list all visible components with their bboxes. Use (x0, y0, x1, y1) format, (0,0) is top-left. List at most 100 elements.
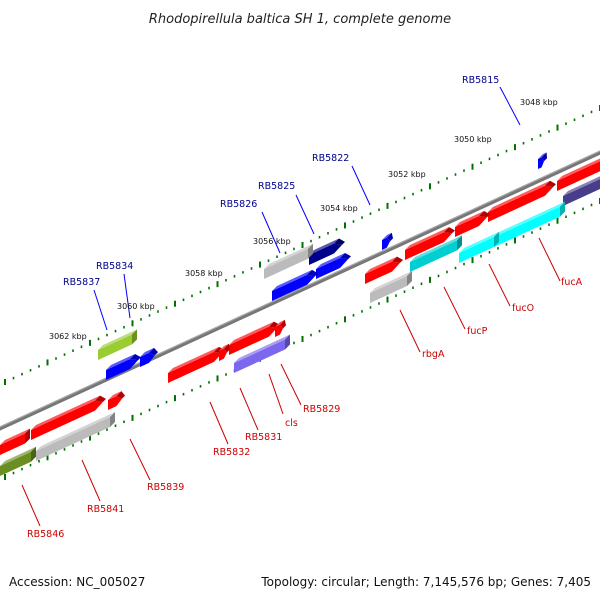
gene-arrow-top (272, 269, 312, 291)
gene-arrow-side (95, 395, 106, 402)
gene-arrow (140, 347, 158, 367)
gene-arrow-side (334, 238, 345, 245)
gene-arrow-side (285, 334, 290, 350)
ruler-labels: 3048 kbp 3050 kbp 3052 kbp 3054 kbp 3056… (49, 98, 558, 341)
gene-arrow (410, 235, 462, 272)
gene-arrow-side (31, 446, 36, 462)
gene-arrow-side (307, 269, 318, 277)
leader-line (209, 401, 229, 445)
gene-arrow-face (405, 232, 452, 260)
ruler-label: 3058 kbp (185, 269, 223, 278)
gene-arrow (563, 176, 600, 206)
leader-line (280, 363, 302, 406)
gene-arrow-top (309, 238, 339, 255)
gene-arrow-face (459, 236, 494, 263)
gene-arrow-face (0, 433, 25, 455)
topology-label: Topology: circular; Length: 7,145,576 bp… (260, 575, 591, 589)
ruler-label: 3048 kbp (520, 98, 558, 107)
gene-label: RB5839 (147, 482, 184, 493)
gene-arrow (219, 343, 230, 361)
gene-arrow (106, 353, 141, 380)
gene-arrow-top (31, 395, 100, 430)
gene-arrow-top (264, 243, 313, 269)
ruler-label: 3052 kbp (388, 170, 426, 179)
genome-backbone-highlight (0, 150, 600, 428)
gene-arrow-side (392, 256, 403, 263)
gene-arrow-face (275, 324, 283, 337)
gene-arrow-side (340, 252, 351, 260)
gene-arrow-face (272, 274, 315, 301)
gene-arrow-face (557, 161, 600, 191)
gene-arrow-side (130, 353, 141, 361)
leader-line (538, 237, 561, 282)
gene-label: RB5822 (312, 153, 349, 164)
gene-arrow-top (36, 411, 115, 451)
gene-arrow-face (140, 352, 155, 367)
leader-line (93, 289, 108, 331)
gene-label: rbgA (422, 349, 445, 360)
gene-arrow-side (545, 180, 556, 188)
gene-label: RB5815 (462, 75, 499, 86)
gene-label: RB5846 (27, 529, 64, 540)
gene-arrow-side (132, 329, 137, 345)
gene-arrow-top (98, 329, 137, 350)
gene-arrow-face (0, 451, 31, 476)
gene-arrow-top (0, 446, 36, 466)
gene-arrow-face (455, 215, 487, 237)
gene-arrow-side (308, 243, 313, 259)
gene-arrow-face (31, 400, 103, 440)
gene-labels-forward: RB5815 RB5822 RB5825 RB5826 RB5834 RB583… (63, 75, 499, 288)
gene-arrow-top (488, 180, 550, 212)
gene-arrow-face (494, 206, 560, 247)
gene-arrow-face (538, 157, 544, 169)
gene-arrow-top (455, 210, 484, 227)
gene-arrow (309, 238, 345, 265)
leader-line (488, 263, 511, 307)
leader-line (399, 309, 421, 353)
gene-arrow-top (168, 346, 219, 373)
gene-arrow-side (110, 411, 115, 427)
leader-line (268, 373, 284, 415)
gene-arrow-side (25, 428, 30, 444)
gene-arrow-face (219, 348, 227, 361)
ruler-label: 3050 kbp (454, 135, 492, 144)
gene-arrow (405, 227, 455, 260)
gene-arrow (538, 152, 547, 169)
gene-arrow-face (264, 248, 308, 279)
gene-arrow-side (541, 152, 547, 162)
gene-arrow-face (234, 339, 285, 373)
gene-arrow (108, 391, 125, 410)
gene-arrow-face (309, 243, 342, 265)
gene-arrow-face (229, 326, 277, 355)
map-title: Rhodopirellula baltica SH 1, complete ge… (149, 12, 451, 27)
gene-arrow-face (168, 351, 222, 383)
gene-arrow (557, 158, 600, 191)
gene-arrow-side (560, 201, 565, 217)
gene-arrow-face (106, 358, 138, 380)
leader-line (295, 194, 315, 235)
gene-arrow-top (140, 347, 154, 357)
gene-arrow-side (279, 319, 286, 329)
ruler-ticks-lower (4, 198, 600, 480)
gene-label: fucA (561, 277, 583, 288)
gene-arrow-side (444, 227, 455, 234)
gene-arrow (36, 411, 115, 461)
leader-line (21, 484, 41, 527)
gene-arrow-top (410, 235, 462, 262)
gene-label: RB5841 (87, 504, 124, 515)
gene-arrow (455, 210, 490, 237)
gene-arrow (98, 329, 137, 360)
gene-arrow-top (538, 152, 547, 159)
gene-arrow-top (275, 319, 285, 327)
gene-label: RB5831 (245, 432, 282, 443)
gene-arrow-top (229, 321, 274, 345)
gene-arrow-top (494, 201, 565, 237)
gene-arrow-face (36, 416, 110, 461)
gene-arrow-top (108, 391, 122, 400)
gene-arrow (168, 346, 225, 383)
ruler-label: 3056 kbp (253, 237, 291, 246)
gene-arrow-top (382, 232, 392, 240)
gene-arrow-top (563, 176, 600, 196)
gene-arrow-top (459, 231, 499, 253)
gene-label: RB5826 (220, 199, 257, 210)
